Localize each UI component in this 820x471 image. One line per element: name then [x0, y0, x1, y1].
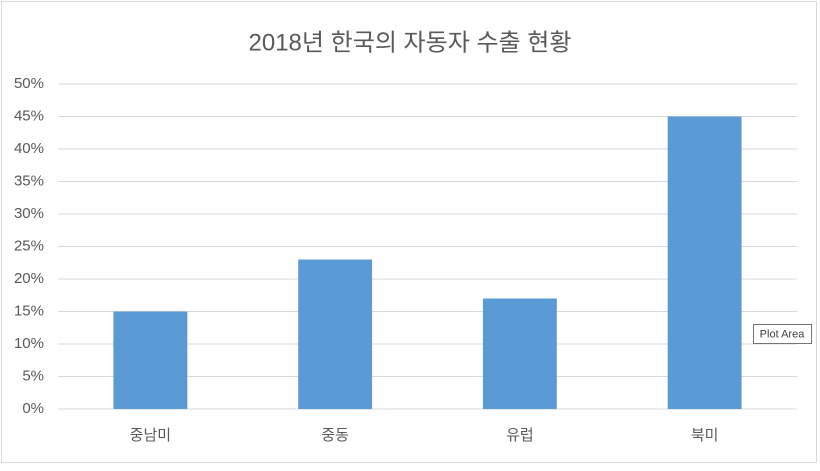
y-tick-label: 5%: [22, 367, 44, 384]
y-tick-label: 20%: [14, 270, 44, 287]
y-tick-label: 45%: [14, 107, 44, 124]
bar: [667, 116, 742, 409]
y-tick-label: 15%: [14, 302, 44, 319]
bar: [113, 311, 188, 409]
x-tick-label: 중동: [321, 427, 349, 444]
y-tick-label: 40%: [14, 140, 44, 157]
y-tick-label: 50%: [14, 75, 44, 92]
tooltip: Plot Area: [760, 328, 806, 340]
x-tick-label: 북미: [691, 427, 719, 444]
bar: [298, 259, 373, 409]
y-tick-label: 30%: [14, 205, 44, 222]
y-tick-label: 35%: [14, 172, 44, 189]
x-tick-label: 유럽: [506, 427, 534, 444]
bar: [482, 298, 557, 409]
tooltip-box: [753, 324, 812, 344]
y-tick-label: 25%: [14, 237, 44, 254]
chart-title: 2018년 한국의 자동자 수출 현황: [249, 29, 572, 56]
y-tick-label: 0%: [22, 400, 44, 417]
x-tick-label: 중남미: [130, 427, 171, 444]
y-tick-label: 10%: [14, 335, 44, 352]
